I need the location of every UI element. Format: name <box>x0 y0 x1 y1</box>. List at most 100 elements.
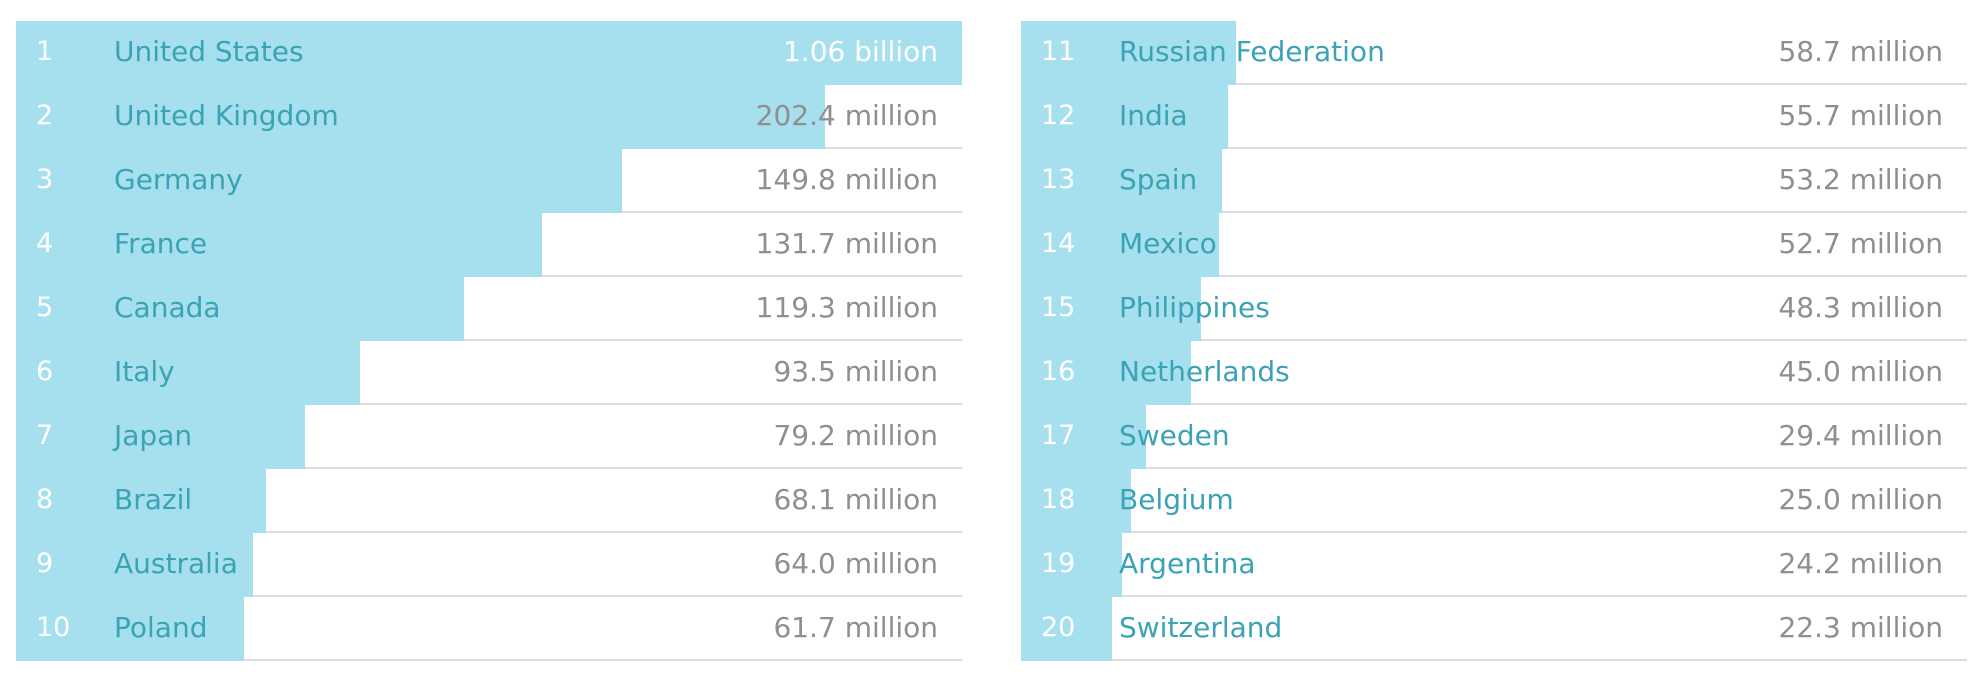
value-label: 61.7 million <box>773 611 938 644</box>
ranking-row: 11 Russian Federation 58.7 million <box>1021 21 1967 85</box>
country-name: Mexico <box>1119 227 1217 260</box>
ranking-bar <box>1021 149 1223 213</box>
rank-number: 4 <box>36 228 54 259</box>
ranking-row: 9 Australia 64.0 million <box>16 533 962 597</box>
ranking-panel-right: 11 Russian Federation 58.7 million 12 India 5… <box>1021 21 1967 661</box>
value-label: 119.3 million <box>755 291 938 324</box>
ranking-bar <box>16 597 244 661</box>
value-label: 93.5 million <box>773 355 938 388</box>
ranking-bar <box>16 85 825 149</box>
ranking-bar <box>1021 533 1123 597</box>
rank-number: 10 <box>36 612 71 643</box>
rank-number: 16 <box>1041 356 1076 387</box>
ranking-row: 20 Switzerland 22.3 million <box>1021 597 1967 661</box>
ranking-row: 19 Argentina 24.2 million <box>1021 533 1967 597</box>
country-name: Germany <box>114 163 243 196</box>
country-name: France <box>114 227 208 260</box>
ranking-bar <box>16 213 542 277</box>
value-label: 149.8 million <box>755 163 938 196</box>
value-label: 29.4 million <box>1778 419 1943 452</box>
ranking-bar <box>1021 21 1236 85</box>
value-label: 22.3 million <box>1778 611 1943 644</box>
rank-number: 9 <box>36 548 54 579</box>
value-label: 58.7 million <box>1778 35 1943 68</box>
country-name: Netherlands <box>1119 355 1290 388</box>
rank-number: 8 <box>36 484 54 515</box>
country-name: Canada <box>114 291 221 324</box>
value-label: 25.0 million <box>1778 483 1943 516</box>
country-name: Russian Federation <box>1119 35 1385 68</box>
value-label: 79.2 million <box>773 419 938 452</box>
ranking-row: 1 United States 1.06 billion <box>16 21 962 85</box>
ranking-row: 16 Netherlands 45.0 million <box>1021 341 1967 405</box>
value-label: 1.06 billion <box>782 35 938 68</box>
ranking-row: 14 Mexico 52.7 million <box>1021 213 1967 277</box>
rank-number: 20 <box>1041 612 1076 643</box>
country-name: Japan <box>114 419 193 452</box>
ranking-row: 18 Belgium 25.0 million <box>1021 469 1967 533</box>
ranking-bar <box>16 533 254 597</box>
rank-number: 2 <box>36 100 54 131</box>
ranking-row: 7 Japan 79.2 million <box>16 405 962 469</box>
value-label: 52.7 million <box>1778 227 1943 260</box>
rank-number: 19 <box>1041 548 1076 579</box>
rank-number: 18 <box>1041 484 1076 515</box>
country-name: Australia <box>114 547 238 580</box>
rank-number: 12 <box>1041 100 1076 131</box>
ranking-row: 8 Brazil 68.1 million <box>16 469 962 533</box>
rank-number: 7 <box>36 420 54 451</box>
country-name: United States <box>114 35 304 68</box>
rank-number: 17 <box>1041 420 1076 451</box>
ranking-bar <box>1021 85 1229 149</box>
country-name: United Kingdom <box>114 99 339 132</box>
country-name: Poland <box>114 611 208 644</box>
country-name: Spain <box>1119 163 1198 196</box>
ranking-bar <box>1021 213 1219 277</box>
rank-number: 3 <box>36 164 54 195</box>
rank-number: 15 <box>1041 292 1076 323</box>
country-name: Philippines <box>1119 291 1270 324</box>
country-name: Belgium <box>1119 483 1234 516</box>
ranking-row: 15 Philippines 48.3 million <box>1021 277 1967 341</box>
rank-number: 13 <box>1041 164 1076 195</box>
country-name: Sweden <box>1119 419 1230 452</box>
value-label: 68.1 million <box>773 483 938 516</box>
rank-number: 11 <box>1041 36 1076 67</box>
rank-number: 1 <box>36 36 54 67</box>
value-label: 55.7 million <box>1778 99 1943 132</box>
ranking-bar <box>16 469 266 533</box>
country-name: Argentina <box>1119 547 1256 580</box>
ranking-row: 2 United Kingdom 202.4 million <box>16 85 962 149</box>
value-label: 48.3 million <box>1778 291 1943 324</box>
ranking-bar <box>1021 469 1131 533</box>
ranking-bar <box>1021 277 1201 341</box>
ranking-row: 10 Poland 61.7 million <box>16 597 962 661</box>
ranking-row: 3 Germany 149.8 million <box>16 149 962 213</box>
value-label: 53.2 million <box>1778 163 1943 196</box>
ranking-bar <box>1021 405 1146 469</box>
ranking-panel-left: 1 United States 1.06 billion 2 United Kingdo… <box>16 21 962 661</box>
country-name: Italy <box>114 355 175 388</box>
value-label: 131.7 million <box>755 227 938 260</box>
ranking-row: 17 Sweden 29.4 million <box>1021 405 1967 469</box>
value-label: 64.0 million <box>773 547 938 580</box>
rank-number: 14 <box>1041 228 1076 259</box>
ranking-bar <box>16 149 623 213</box>
value-label: 24.2 million <box>1778 547 1943 580</box>
ranking-bar <box>1021 341 1192 405</box>
ranking-bar <box>16 21 962 85</box>
ranking-row: 5 Canada 119.3 million <box>16 277 962 341</box>
ranking-bar <box>16 341 361 405</box>
country-name: Brazil <box>114 483 193 516</box>
value-label: 202.4 million <box>755 99 938 132</box>
country-name: Switzerland <box>1119 611 1283 644</box>
ranking-row: 6 Italy 93.5 million <box>16 341 962 405</box>
ranking-bar <box>16 277 465 341</box>
rank-number: 5 <box>36 292 54 323</box>
ranking-row: 4 France 131.7 million <box>16 213 962 277</box>
ranking-bar <box>1021 597 1112 661</box>
ranking-row: 13 Spain 53.2 million <box>1021 149 1967 213</box>
rank-number: 6 <box>36 356 54 387</box>
ranking-row: 12 India 55.7 million <box>1021 85 1967 149</box>
value-label: 45.0 million <box>1778 355 1943 388</box>
